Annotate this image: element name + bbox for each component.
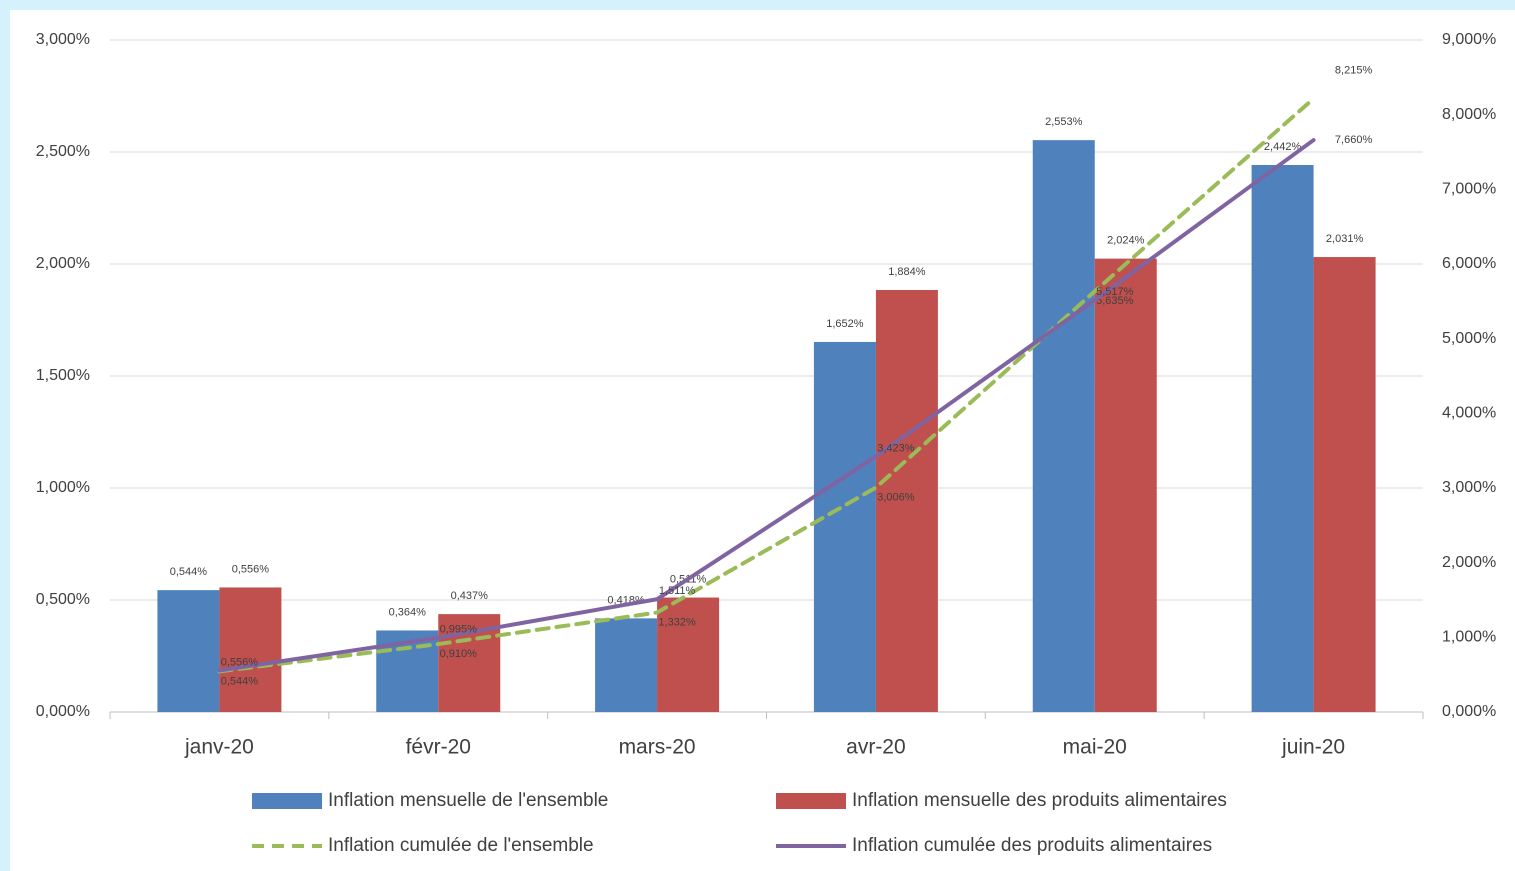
y2-tick-label: 4,000% — [1442, 405, 1496, 422]
y-tick-label: 1,000% — [36, 479, 90, 496]
legend-label: Inflation mensuelle de l'ensemble — [328, 790, 608, 811]
data-label: 3,423% — [877, 442, 915, 454]
x-tick-label: mai-20 — [1063, 736, 1127, 759]
data-label: 0,556% — [232, 563, 270, 575]
y2-tick-label: 5,000% — [1442, 330, 1496, 347]
data-label: 5,635% — [1096, 295, 1134, 307]
data-label: 5,517% — [1096, 286, 1134, 298]
y-tick-label: 0,000% — [36, 703, 90, 720]
y2-tick-label: 3,000% — [1442, 479, 1496, 496]
legend-swatch — [252, 793, 322, 809]
data-label: 0,437% — [451, 590, 489, 602]
y-tick-label: 2,000% — [36, 255, 90, 272]
bar — [1094, 258, 1157, 712]
data-label: 8,215% — [1335, 65, 1373, 77]
legend-label: Inflation mensuelle des produits aliment… — [852, 790, 1227, 811]
bar — [1032, 140, 1095, 713]
x-tick-label: juin-20 — [1281, 736, 1345, 759]
y2-tick-label: 8,000% — [1442, 106, 1496, 123]
y-tick-label: 2,500% — [36, 143, 90, 160]
legend-swatch — [776, 793, 846, 809]
y-tick-label: 3,000% — [36, 31, 90, 48]
bar — [157, 590, 220, 712]
y2-tick-label: 1,000% — [1442, 629, 1496, 646]
data-label: 0,544% — [221, 675, 259, 687]
bar — [1251, 164, 1314, 712]
data-label: 2,024% — [1107, 235, 1145, 247]
x-tick-label: avr-20 — [846, 736, 906, 759]
bar — [813, 341, 876, 712]
data-label: 2,553% — [1045, 116, 1083, 128]
legend-label: Inflation cumulée de l'ensemble — [328, 835, 594, 856]
y2-tick-label: 6,000% — [1442, 255, 1496, 272]
y-tick-label: 1,500% — [36, 367, 90, 384]
bar — [1313, 257, 1376, 712]
data-label: 2,442% — [1264, 141, 1302, 153]
data-label: 0,544% — [170, 566, 208, 578]
data-label: 1,652% — [826, 318, 864, 330]
bar — [219, 587, 282, 712]
y2-tick-label: 2,000% — [1442, 554, 1496, 571]
data-label: 0,556% — [221, 656, 259, 668]
bar — [595, 618, 658, 712]
data-label: 1,884% — [888, 266, 926, 278]
x-tick-label: mars-20 — [619, 736, 696, 759]
data-label: 0,995% — [440, 624, 478, 636]
data-label: 1,332% — [658, 616, 696, 628]
y2-tick-label: 7,000% — [1442, 181, 1496, 198]
data-label: 0,910% — [440, 648, 478, 660]
bar — [875, 289, 938, 712]
x-tick-label: févr-20 — [406, 736, 471, 759]
bar — [657, 597, 720, 712]
data-label: 3,006% — [877, 491, 915, 503]
y-tick-label: 0,500% — [36, 591, 90, 608]
data-label: 7,660% — [1335, 134, 1373, 146]
line — [217, 96, 1316, 674]
data-label: 2,031% — [1326, 233, 1364, 245]
legend-label: Inflation cumulée des produits alimentai… — [852, 835, 1212, 856]
line — [217, 138, 1316, 673]
x-tick-label: janv-20 — [184, 736, 254, 759]
y2-tick-label: 9,000% — [1442, 31, 1496, 48]
data-label: 1,511% — [659, 585, 696, 597]
data-label: 0,364% — [389, 606, 427, 618]
y2-tick-label: 0,000% — [1442, 703, 1496, 720]
